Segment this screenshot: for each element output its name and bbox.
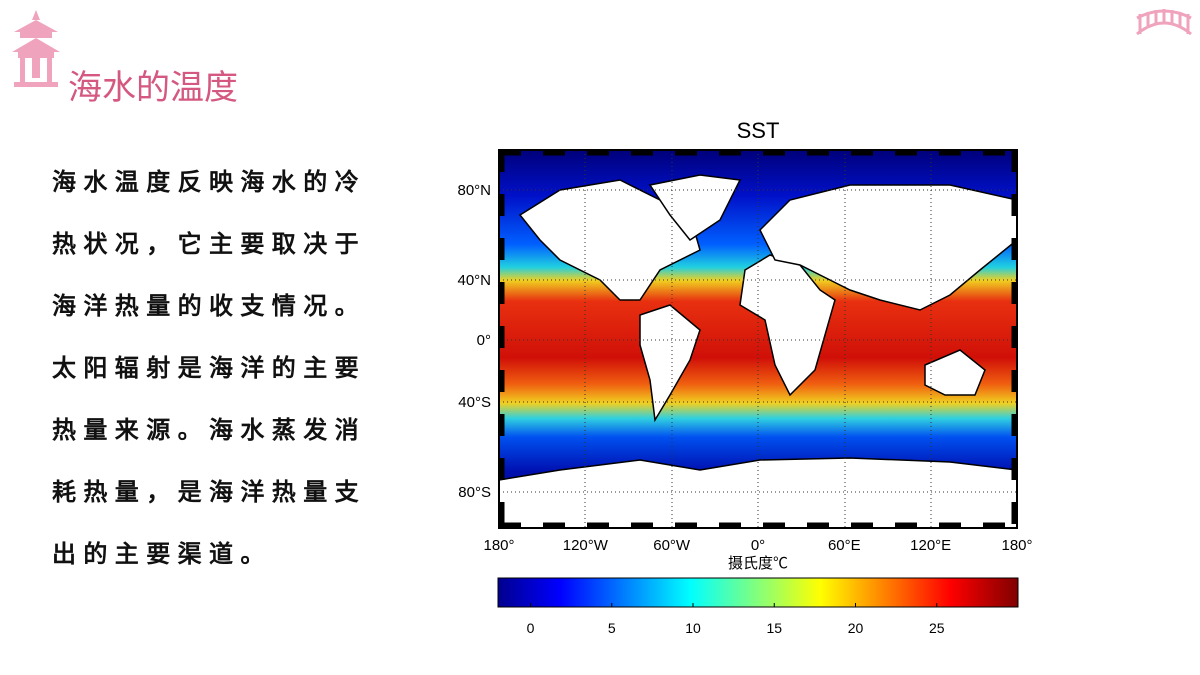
- lat-label: 80°N: [457, 182, 491, 199]
- lon-label: 60°E: [828, 537, 861, 554]
- body-line: 热状况，它主要取决于: [52, 229, 366, 258]
- lon-label: 120°W: [563, 537, 609, 554]
- colorbar-tick-label: 25: [929, 620, 945, 636]
- colorbar-tick-label: 15: [766, 620, 782, 636]
- lon-label: 0°: [751, 537, 765, 554]
- lon-label: 60°W: [653, 537, 691, 554]
- colorbar: [497, 577, 1019, 608]
- body-line: 耗热量，是海洋热量支: [52, 477, 366, 506]
- map-title: SST: [737, 118, 780, 143]
- lon-label: 180°: [1001, 537, 1032, 554]
- colorbar-label: 摄氏度℃: [728, 555, 788, 572]
- lat-label: 80°S: [458, 484, 491, 501]
- body-line: 热量来源。海水蒸发消: [52, 415, 366, 444]
- colorbar-tick-label: 5: [608, 620, 616, 636]
- lat-label: 40°N: [457, 272, 491, 289]
- bridge-icon: [1136, 9, 1192, 36]
- lon-label: 180°: [483, 537, 514, 554]
- body-line: 海洋热量的收支情况。: [52, 291, 366, 320]
- lon-label: 120°E: [910, 537, 951, 554]
- lat-label: 0°: [477, 332, 491, 349]
- pagoda-icon: [12, 10, 60, 87]
- body-line: 出的主要渠道。: [52, 539, 272, 568]
- slide-title: 海水的温度: [68, 68, 238, 108]
- colorbar-tick-label: 20: [848, 620, 864, 636]
- colorbar-tick-label: 0: [527, 620, 535, 636]
- lat-label: 40°S: [458, 394, 491, 411]
- colorbar-tick-label: 10: [685, 620, 701, 636]
- body-line: 海水温度反映海水的冷: [52, 167, 366, 196]
- body-line: 太阳辐射是海洋的主要: [52, 353, 366, 382]
